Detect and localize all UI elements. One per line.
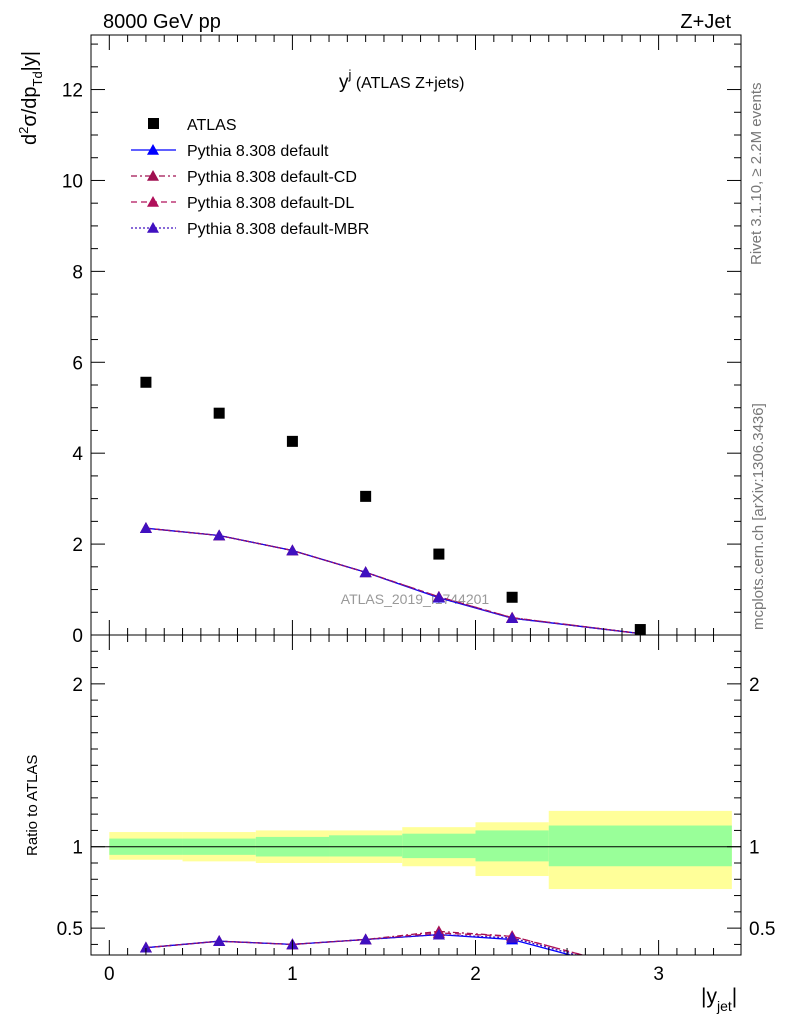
ratio-series-group — [139, 925, 585, 955]
ratio-y-tick-label-right: 0.5 — [749, 919, 775, 940]
legend-label-2: Pythia 8.308 default-CD — [187, 169, 357, 186]
data-point-5 — [506, 591, 518, 603]
data-point-3 — [360, 490, 372, 502]
main-y-axis-label: d2σ/dpTd|y| — [16, 51, 45, 145]
x-axis-label: |yjet| — [701, 985, 737, 1014]
legend-label-4: Pythia 8.308 default-MBR — [187, 221, 369, 238]
series-line-3 — [145, 527, 641, 635]
header-left: 8000 GeV pp — [103, 11, 221, 33]
ratio-point-3-4 — [432, 928, 445, 940]
x-tick-label: 0 — [104, 964, 115, 985]
y-tick-label: 2 — [72, 535, 83, 556]
series-point-4-3 — [359, 566, 372, 578]
plot-title: yj (ATLAS Z+jets) — [339, 67, 464, 93]
data-point-2 — [286, 435, 298, 447]
x-tick-label: 3 — [653, 964, 664, 985]
stat-band-6 — [548, 825, 732, 867]
data-point-1 — [213, 407, 225, 419]
legend-marker-0 — [148, 118, 159, 129]
series-point-4-1 — [213, 529, 226, 541]
data-point-4 — [433, 548, 445, 560]
ratio-point-3-3 — [359, 933, 372, 945]
series-point-4-2 — [286, 544, 299, 556]
legend-marker-4 — [147, 222, 159, 233]
y-tick-label: 0 — [72, 626, 83, 647]
stat-band-4 — [402, 833, 476, 859]
header-right: Z+Jet — [680, 11, 731, 33]
ratio-panel: 0.5 0.5 1 1 2 2 0 1 2 3 — [57, 634, 775, 985]
y-tick-label: 10 — [62, 171, 83, 192]
ratio-frame — [90, 634, 742, 956]
legend-marker-1 — [147, 144, 159, 155]
main-panel: ATLAS_2019_I1744201 0 2 4 6 8 10 12 — [62, 34, 742, 647]
y-tick-label: 6 — [72, 353, 83, 374]
legend-marker-2 — [147, 170, 159, 181]
ratio-y-axis-label: Ratio to ATLAS — [24, 755, 41, 856]
data-point-0 — [140, 376, 152, 388]
legend-label-0: ATLAS — [187, 117, 237, 134]
y-tick-label: 8 — [72, 262, 83, 283]
ratio-y-tick-label-right: 2 — [749, 675, 760, 696]
ratio-y-tick-label-right: 1 — [749, 838, 760, 859]
ratio-point-3-5 — [506, 931, 519, 943]
stat-band-5 — [475, 830, 549, 862]
series-point-4-5 — [506, 612, 519, 623]
ratio-y-tick-label-left: 1 — [72, 838, 83, 859]
series-point-4-4 — [432, 591, 445, 603]
legend-label-3: Pythia 8.308 default-DL — [187, 195, 354, 212]
source-label: mcplots.cern.ch [arXiv:1306.3436] — [750, 403, 767, 630]
legend-marker-3 — [147, 196, 159, 207]
y-tick-label: 4 — [72, 444, 83, 465]
x-tick-label: 2 — [470, 964, 481, 985]
watermark: ATLAS_2019_I1744201 — [341, 591, 490, 607]
x-tick-label: 1 — [287, 964, 298, 985]
ratio-point-3-0 — [139, 941, 152, 953]
series-point-4-0 — [139, 522, 152, 533]
ratio-y-tick-label-left: 0.5 — [57, 919, 83, 940]
ratio-y-tick-label-left: 2 — [72, 675, 83, 696]
y-tick-label: 12 — [62, 81, 83, 102]
ratio-point-3-1 — [213, 935, 226, 946]
legend-label-1: Pythia 8.308 default — [187, 143, 329, 160]
rivet-label: Rivet 3.1.10, ≥ 2.2M events — [748, 83, 765, 266]
legend: ATLAS Pythia 8.308 default Pythia 8.308 de… — [131, 117, 369, 238]
stat-band-3 — [329, 835, 403, 857]
